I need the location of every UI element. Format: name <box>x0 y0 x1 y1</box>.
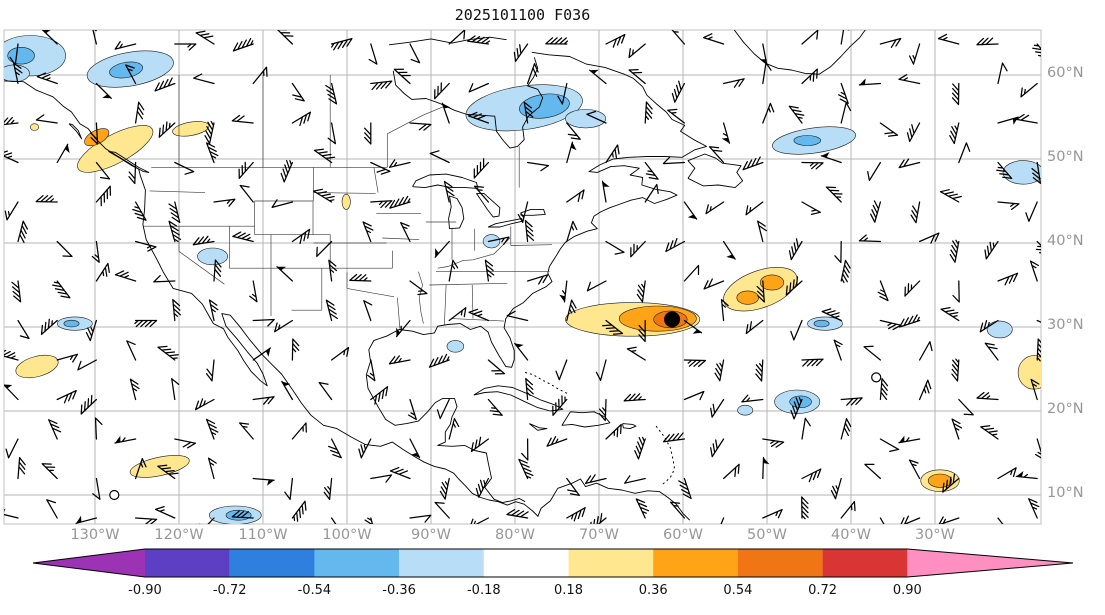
lon-tick-label: 130°W <box>70 527 120 543</box>
anomaly-region <box>759 274 785 291</box>
colorbar-segment <box>314 549 400 577</box>
anomaly-region <box>813 319 830 328</box>
lon-tick-label: 90°W <box>410 527 452 543</box>
anomaly-region <box>341 193 351 210</box>
anomaly-region <box>77 125 154 173</box>
anomaly-region <box>446 340 465 353</box>
colorbar-tick-label: 0.18 <box>554 583 583 598</box>
colorbar-tick-label: -0.72 <box>212 583 247 598</box>
anomaly-region <box>565 109 607 129</box>
calm-circle-marker <box>871 372 882 383</box>
wind-barbs <box>4 30 1041 524</box>
lat-tick-label: 10°N <box>1047 485 1084 501</box>
colorbar-over-arrow <box>907 549 1073 577</box>
lat-tick-label: 60°N <box>1047 65 1084 81</box>
colorbar-tick-label: -0.90 <box>128 583 162 598</box>
colorbar-tick-label: -0.54 <box>297 583 332 598</box>
calm-circle-marker <box>109 489 120 501</box>
anomaly-region <box>793 135 821 146</box>
anomaly-region <box>737 404 754 416</box>
lon-tick-label: 60°W <box>662 527 704 543</box>
lon-tick-label: 40°W <box>830 527 872 543</box>
lon-tick-label: 80°W <box>494 527 536 543</box>
colorbar-tick-label: 0.54 <box>723 583 753 598</box>
colorbar <box>32 548 1074 578</box>
anomaly-region <box>927 473 953 488</box>
coastlines <box>4 30 866 521</box>
lon-tick-label: 30°W <box>914 527 956 543</box>
lon-tick-label: 100°W <box>322 527 372 543</box>
colorbar-segment <box>399 549 484 577</box>
storm-markers <box>109 311 882 501</box>
storm-center-marker <box>664 311 681 328</box>
lat-tick-label: 30°N <box>1047 317 1084 333</box>
lat-tick-label: 50°N <box>1047 149 1084 165</box>
lon-tick-label: 120°W <box>154 527 204 543</box>
anomaly-region <box>109 61 143 79</box>
colorbar-segment <box>483 549 569 577</box>
colorbar-segment <box>822 549 908 577</box>
anomaly-region <box>736 290 759 305</box>
anomaly-region <box>986 320 1013 339</box>
colorbar-tick-label: 0.90 <box>892 583 922 598</box>
colorbar-segment <box>568 549 654 577</box>
lon-tick-label: 50°W <box>746 527 788 543</box>
anomaly-region <box>1002 160 1041 185</box>
anomaly-region <box>15 354 59 379</box>
anomaly-region <box>29 123 39 131</box>
colorbar-segment <box>737 549 823 577</box>
anomaly-region <box>172 121 210 137</box>
colorbar-under-arrow <box>33 549 145 577</box>
colorbar-segment <box>145 549 230 577</box>
anomaly-region <box>197 247 229 266</box>
lon-tick-label: 70°W <box>578 527 620 543</box>
lat-tick-label: 20°N <box>1047 401 1084 417</box>
anomaly-region <box>7 47 35 65</box>
colorbar-tick-label: -0.36 <box>382 583 416 598</box>
lat-tick-label: 40°N <box>1047 233 1084 249</box>
lon-tick-label: 110°W <box>238 527 288 543</box>
colorbar-tick-label: -0.18 <box>466 583 501 598</box>
plot-title: 2025101100 F036 <box>454 6 591 24</box>
anomaly-region <box>63 319 80 328</box>
colorbar-tick-label: 0.72 <box>808 583 838 598</box>
colorbar-tick-label: 0.36 <box>638 583 668 598</box>
colorbar-segment <box>229 549 315 577</box>
colorbar-segment <box>653 549 738 577</box>
